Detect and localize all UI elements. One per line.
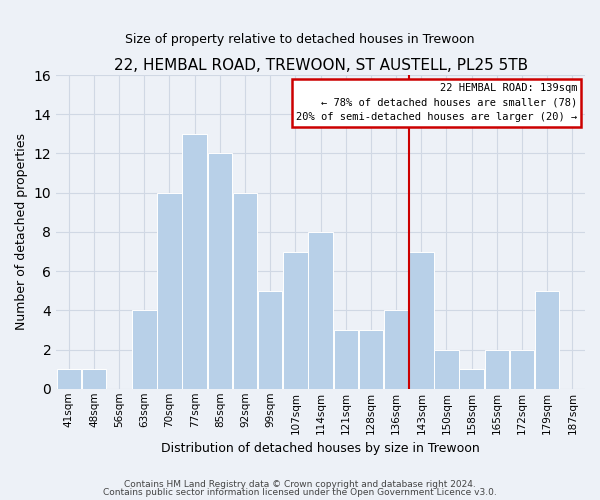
- Bar: [384, 310, 409, 389]
- Text: Contains public sector information licensed under the Open Government Licence v3: Contains public sector information licen…: [103, 488, 497, 497]
- Bar: [510, 350, 534, 389]
- Bar: [82, 369, 106, 389]
- Bar: [182, 134, 207, 389]
- Y-axis label: Number of detached properties: Number of detached properties: [15, 134, 28, 330]
- Bar: [233, 192, 257, 389]
- Title: 22, HEMBAL ROAD, TREWOON, ST AUSTELL, PL25 5TB: 22, HEMBAL ROAD, TREWOON, ST AUSTELL, PL…: [113, 58, 527, 72]
- Bar: [409, 252, 434, 389]
- Bar: [434, 350, 459, 389]
- Bar: [359, 330, 383, 389]
- Bar: [208, 154, 232, 389]
- Bar: [258, 290, 283, 389]
- Bar: [485, 350, 509, 389]
- Text: Contains HM Land Registry data © Crown copyright and database right 2024.: Contains HM Land Registry data © Crown c…: [124, 480, 476, 489]
- Text: 22 HEMBAL ROAD: 139sqm
← 78% of detached houses are smaller (78)
20% of semi-det: 22 HEMBAL ROAD: 139sqm ← 78% of detached…: [296, 83, 577, 122]
- Bar: [56, 369, 81, 389]
- Bar: [334, 330, 358, 389]
- X-axis label: Distribution of detached houses by size in Trewoon: Distribution of detached houses by size …: [161, 442, 480, 455]
- Bar: [157, 192, 182, 389]
- Bar: [283, 252, 308, 389]
- Bar: [535, 290, 559, 389]
- Bar: [132, 310, 157, 389]
- Bar: [460, 369, 484, 389]
- Bar: [308, 232, 333, 389]
- Text: Size of property relative to detached houses in Trewoon: Size of property relative to detached ho…: [125, 32, 475, 46]
